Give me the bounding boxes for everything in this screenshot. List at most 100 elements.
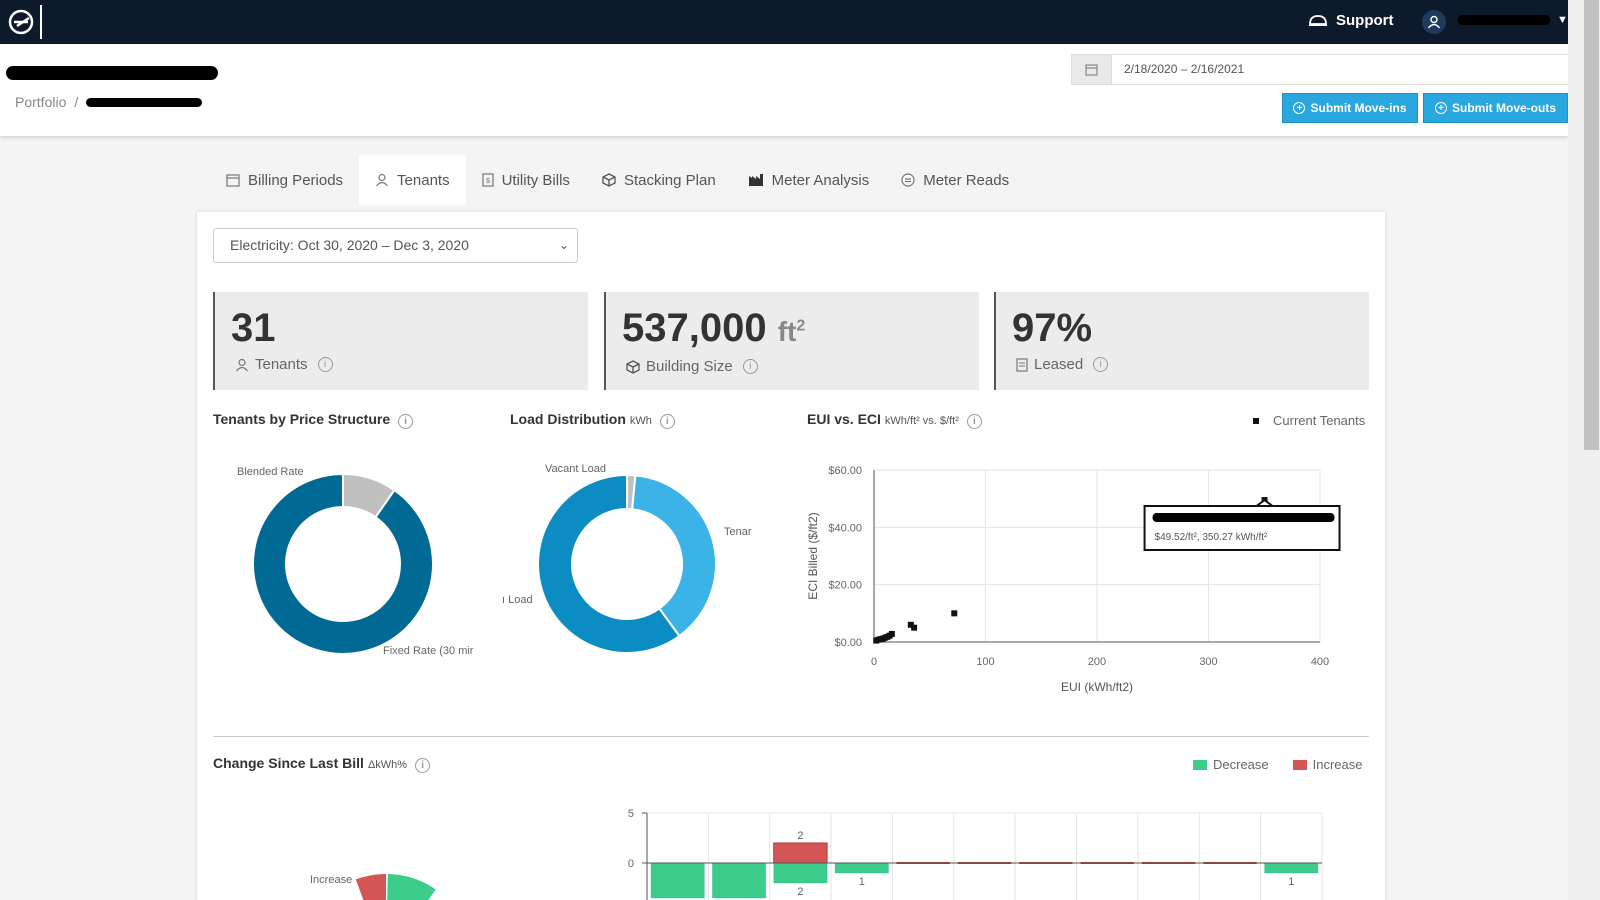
user-avatar[interactable] [1422,10,1446,34]
scatter-point-10[interactable] [951,610,958,617]
tab-tenants[interactable]: Tenants [359,155,466,205]
donut-label-1: Fixed Rate (30 mir [383,645,474,657]
tab-label: Tenants [397,171,450,189]
scatter-point-7[interactable] [888,630,895,637]
donut-slice-1[interactable] [252,472,434,655]
user-name-redacted[interactable] [1458,15,1550,25]
stat-building-size-label-row: Building Size i [626,358,758,375]
y-tick-label: $20.00 [828,580,862,592]
unit-sup: 2 [796,317,806,335]
user-icon [236,358,248,371]
stat-building-size-label: Building Size [646,358,733,375]
tab-label: Stacking Plan [623,171,716,189]
breadcrumb-separator: / [74,94,79,110]
tenants-panel: Electricity: Oct 30, 2020 – Dec 3, 2020 … [197,212,1385,900]
cube-icon [626,359,640,374]
tab-billing-periods[interactable]: Billing Periods [210,155,359,205]
submit-move-ins-button[interactable]: + Submit Move-ins [1282,93,1418,123]
x-tick-label: 200 [1088,656,1106,668]
load-distribution-unit: kWh [629,415,652,427]
change-bar-chart: 5 0 2 2 1 1 [628,808,1323,900]
y-axis-label: ECI Billed ($/ft2) [806,512,820,599]
submit-move-outs-button[interactable]: + Submit Move-outs [1423,93,1568,123]
eui-eci-title: EUI vs. ECI kWh/ft² vs. $/ft² i [807,411,982,429]
tab-meter-reads[interactable]: Meter Reads [885,155,1025,205]
chevron-down-icon: ⌄ [558,238,569,252]
eui-eci-scatter-chart: $0.00 $20.00 $40.00 $60.00 0 100 200 300 400 EUI … [806,465,1341,694]
x-tick-label: 100 [976,656,994,668]
bill-icon: $ [481,173,494,187]
tooltip-value: $49.52/ft², 350.27 kWh/ft² [1155,532,1269,543]
support-link[interactable]: Support [1308,12,1394,29]
bar-label-2: 2 [797,830,803,842]
user-icon [376,173,389,187]
bar-decrease-0[interactable] [650,862,705,899]
cube-icon [602,173,616,187]
tooltip-title-redacted [1152,513,1335,523]
bar-label-10: 1 [1288,876,1294,888]
support-icon [1309,14,1327,26]
info-icon[interactable]: i [1093,357,1109,372]
stat-building-size-value-row: 537,000 ft2 [622,306,805,351]
stat-building-size-value: 537,000 [622,306,767,350]
info-icon[interactable]: i [317,357,333,372]
breadcrumb-portfolio[interactable]: Portfolio [15,94,67,110]
app-logo-icon[interactable] [8,9,34,35]
change-donut-slice-decrease[interactable] [387,874,436,900]
info-icon[interactable]: i [415,758,431,773]
calendar-icon[interactable] [1072,55,1112,84]
info-icon[interactable]: i [742,359,758,374]
logo-divider [40,5,42,39]
info-icon[interactable]: i [659,414,675,429]
plus-circle-icon: + [1293,102,1306,114]
unit-text: ft [777,316,797,347]
bar-decrease-1[interactable] [711,862,767,899]
scrollbar-thumb[interactable] [1584,0,1599,450]
y-tick-label: $60.00 [828,465,862,477]
donut-slice-1[interactable] [631,474,717,638]
top-nav-bar: Support ▼ [0,0,1568,44]
billing-period-select[interactable]: Electricity: Oct 30, 2020 – Dec 3, 2020 … [213,228,578,263]
change-donut-label: Increase [310,874,352,886]
date-range-picker[interactable]: 2/18/2020 – 2/16/2021 [1071,54,1569,85]
scatter-point-9[interactable] [911,624,918,631]
x-tick-label: 0 [871,656,877,668]
scatter-point-8[interactable] [907,621,914,628]
load-distribution-title-text: Load Distribution [510,411,626,427]
donut-slice-2[interactable] [537,473,681,654]
stat-tenants-label-row: Tenants i [235,356,333,373]
eui-eci-title-text: EUI vs. ECI [807,411,881,427]
eui-eci-legend: Current Tenants [1253,413,1365,428]
legend-swatch-decrease [1193,759,1207,770]
x-tick-label: 300 [1199,656,1217,668]
stat-leased-label-row: Leased i [1016,356,1109,373]
tab-label: Utility Bills [501,171,570,189]
donut-label-2: ı Load [502,594,533,606]
bar-decrease-3[interactable] [834,862,889,874]
tab-meter-analysis[interactable]: Meter Analysis [732,155,886,205]
change-title: Change Since Last Bill ΔkWh% i [213,755,431,773]
info-icon[interactable]: i [398,414,414,429]
stat-building-size: 537,000 ft2 Building Size i [604,292,979,390]
change-donut-slice-increase[interactable] [355,874,386,900]
donut-label-0: Vacant Load [545,463,606,475]
price-structure-title: Tenants by Price Structure i [213,411,414,429]
bar-label-3: 1 [859,876,865,888]
meter-icon [901,173,915,187]
info-icon[interactable]: i [966,414,982,429]
bar-decrease-2[interactable] [773,862,828,884]
bar-increase-2[interactable] [773,842,828,864]
chevron-down-icon[interactable]: ▼ [1557,14,1568,26]
stat-tenants: 31 Tenants i [213,292,588,390]
change-legend: Decrease Increase [1193,757,1363,772]
stat-building-size-unit: ft2 [778,316,806,347]
x-tick-label: 400 [1311,656,1329,668]
tab-stacking-plan[interactable]: Stacking Plan [586,155,732,205]
page-header: Portfolio / 2/18/2020 – 2/16/2021 + Subm… [0,44,1569,136]
legend-increase[interactable]: Increase [1312,757,1363,772]
bar-decrease-10[interactable] [1264,862,1319,874]
breadcrumb: Portfolio / [15,94,203,110]
submit-move-ins-label: Submit Move-ins [1310,101,1407,115]
tab-utility-bills[interactable]: $ Utility Bills [466,155,586,205]
legend-decrease[interactable]: Decrease [1213,757,1269,772]
